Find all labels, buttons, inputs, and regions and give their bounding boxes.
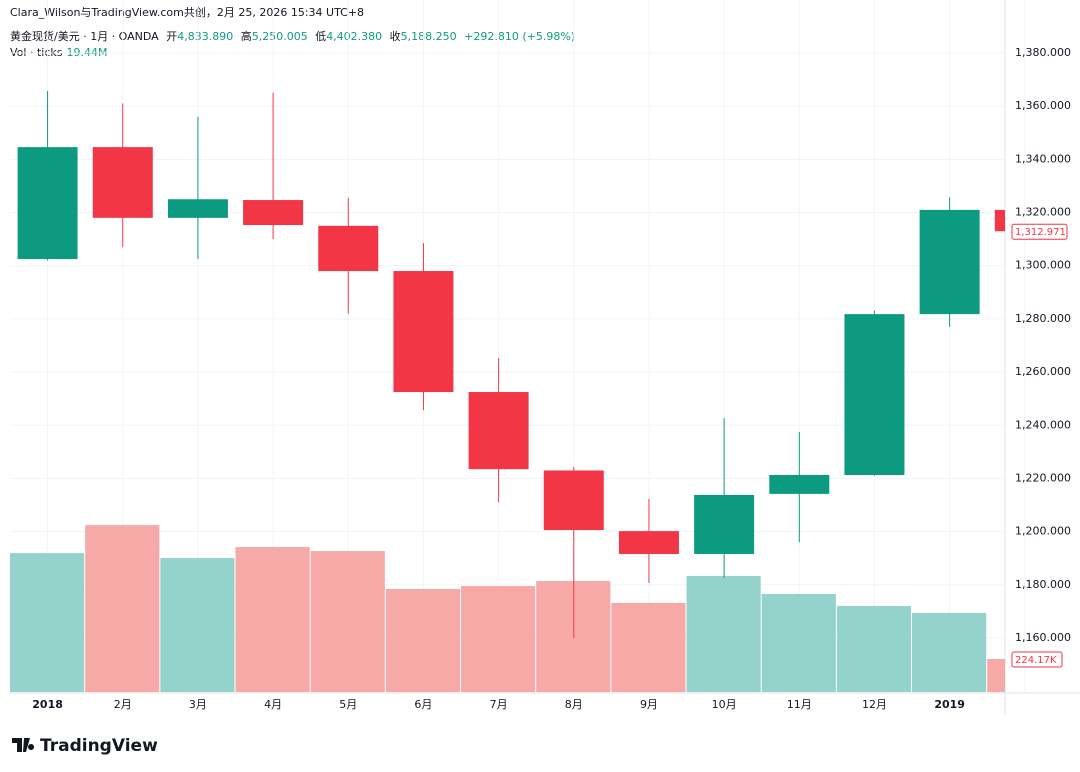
credit: Clara_Wilson与TradingView.com共创，2月 25, 20… [10, 6, 364, 19]
y-tick-label: 1,340.000 [1015, 152, 1071, 165]
x-tick-label: 2019 [934, 698, 965, 711]
y-tick-label: 1,260.000 [1015, 365, 1071, 378]
y-tick-label: 1,220.000 [1015, 471, 1071, 484]
volume-bar [686, 576, 761, 692]
x-tick-label: 2018 [32, 698, 63, 711]
change: +292.810 (+5.98%) [464, 30, 575, 43]
ohlc-value: 4,402.380 [326, 30, 382, 43]
x-tick-label: 7月 [490, 698, 508, 711]
volume-bar [461, 586, 536, 692]
y-tick-label: 1,360.000 [1015, 99, 1071, 112]
candle-body [543, 470, 604, 531]
ohlc-label: 高 [241, 29, 252, 43]
ohlc-label: 收 [390, 29, 401, 43]
y-tick-label: 1,300.000 [1015, 259, 1071, 272]
candle-body [92, 147, 153, 218]
volume-bar [10, 553, 85, 692]
logo: TradingView [12, 736, 158, 756]
symbol: 黄金现货/美元 · 1月 · OANDA [10, 29, 159, 43]
x-tick-label: 12月 [862, 698, 887, 711]
y-tick-label: 1,240.000 [1015, 418, 1071, 431]
volume-bar [987, 659, 1005, 692]
candle-body [393, 271, 454, 393]
candle-body [769, 474, 830, 494]
price-label: 1,312.971 [1015, 227, 1066, 238]
volume-label: 224.17K [1015, 655, 1057, 666]
x-tick-label: 5月 [339, 698, 357, 711]
volume-bar [235, 547, 310, 692]
volume-bar [160, 558, 235, 692]
volume-bar [310, 551, 385, 692]
y-tick-label: 1,160.000 [1015, 631, 1071, 644]
volume-bar [611, 602, 686, 692]
logo-mark [12, 738, 35, 752]
x-tick-label: 4月 [264, 698, 282, 711]
candle-body [243, 200, 304, 226]
price-label-box [1011, 223, 1068, 240]
candle-body [318, 225, 379, 272]
volume-bar [385, 589, 461, 692]
candle-body [17, 147, 78, 260]
x-tick-label: 6月 [414, 698, 432, 711]
candle-body [994, 209, 1005, 232]
candle-body [167, 199, 228, 218]
ohlc-value: 5,250.005 [252, 30, 308, 43]
ohlc-value: 5,188.250 [401, 30, 457, 43]
volume-bar [836, 606, 912, 692]
y-tick-label: 1,320.000 [1015, 206, 1071, 219]
x-tick-label: 8月 [565, 698, 583, 711]
ohlc-label: 低 [315, 30, 326, 43]
candle-body [844, 314, 905, 475]
y-tick-label: 1,180.000 [1015, 578, 1071, 591]
legend: 黄金现货/美元 · 1月 · OANDA 开4,833.890 高5,250.0… [10, 29, 575, 43]
candle-body [468, 392, 529, 470]
x-tick-label: 11月 [787, 698, 812, 711]
volume-bar [912, 612, 987, 692]
y-tick-label: 1,200.000 [1015, 525, 1071, 538]
candle-body [694, 494, 755, 554]
y-tick-label: 1,280.000 [1015, 312, 1071, 325]
logo-text: TradingView [40, 736, 158, 756]
candle-body [618, 531, 679, 554]
ohlc-label: 开 [166, 30, 177, 43]
volume-label-box [1011, 651, 1063, 668]
volume-bar [761, 594, 836, 692]
x-tick-label: 10月 [712, 698, 737, 711]
y-tick-label: 1,380.000 [1015, 46, 1071, 59]
x-tick-label: 3月 [189, 698, 207, 711]
ohlc-value: 4,833.890 [177, 30, 233, 43]
x-tick-label: 2月 [114, 698, 132, 711]
candle-body [919, 209, 980, 315]
volume-bar [85, 525, 160, 692]
x-tick-label: 9月 [640, 698, 658, 711]
